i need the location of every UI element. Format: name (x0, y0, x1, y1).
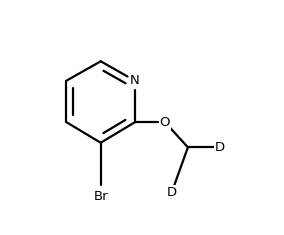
Text: N: N (130, 74, 140, 87)
Text: O: O (160, 116, 170, 129)
Text: D: D (215, 141, 225, 154)
Text: Br: Br (93, 190, 108, 203)
Text: D: D (167, 186, 177, 199)
